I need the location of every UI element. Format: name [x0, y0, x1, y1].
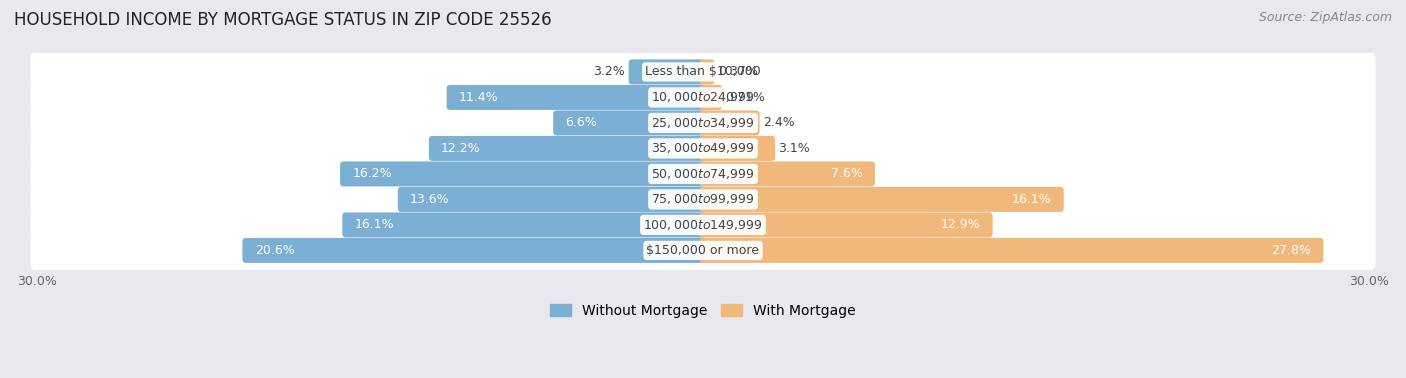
Text: $25,000 to $34,999: $25,000 to $34,999: [651, 116, 755, 130]
FancyBboxPatch shape: [700, 85, 723, 110]
Text: $35,000 to $49,999: $35,000 to $49,999: [651, 141, 755, 155]
Text: 0.71%: 0.71%: [725, 91, 765, 104]
Text: Less than $10,000: Less than $10,000: [645, 65, 761, 78]
Text: 7.6%: 7.6%: [831, 167, 863, 180]
FancyBboxPatch shape: [700, 59, 714, 84]
FancyBboxPatch shape: [553, 110, 706, 135]
FancyBboxPatch shape: [700, 187, 1064, 212]
FancyBboxPatch shape: [31, 230, 1375, 271]
FancyBboxPatch shape: [31, 128, 1375, 169]
FancyBboxPatch shape: [31, 179, 1375, 220]
Text: 27.8%: 27.8%: [1271, 244, 1312, 257]
FancyBboxPatch shape: [700, 238, 1323, 263]
FancyBboxPatch shape: [700, 212, 993, 237]
FancyBboxPatch shape: [31, 77, 1375, 118]
FancyBboxPatch shape: [700, 161, 875, 186]
Text: 2.4%: 2.4%: [763, 116, 794, 129]
Text: 13.6%: 13.6%: [411, 193, 450, 206]
Text: $150,000 or more: $150,000 or more: [647, 244, 759, 257]
Text: 6.6%: 6.6%: [565, 116, 598, 129]
FancyBboxPatch shape: [700, 136, 775, 161]
Text: Source: ZipAtlas.com: Source: ZipAtlas.com: [1258, 11, 1392, 24]
FancyBboxPatch shape: [31, 153, 1375, 194]
Text: 20.6%: 20.6%: [254, 244, 294, 257]
FancyBboxPatch shape: [342, 212, 706, 237]
FancyBboxPatch shape: [628, 59, 706, 84]
Text: 3.1%: 3.1%: [779, 142, 810, 155]
FancyBboxPatch shape: [31, 204, 1375, 245]
Text: $10,000 to $24,999: $10,000 to $24,999: [651, 90, 755, 104]
Text: 3.2%: 3.2%: [593, 65, 626, 78]
FancyBboxPatch shape: [700, 110, 759, 135]
Text: 12.2%: 12.2%: [441, 142, 481, 155]
Legend: Without Mortgage, With Mortgage: Without Mortgage, With Mortgage: [544, 298, 862, 323]
Text: 11.4%: 11.4%: [458, 91, 499, 104]
Text: 0.37%: 0.37%: [718, 65, 758, 78]
Text: $50,000 to $74,999: $50,000 to $74,999: [651, 167, 755, 181]
Text: 16.1%: 16.1%: [1012, 193, 1052, 206]
FancyBboxPatch shape: [31, 51, 1375, 92]
FancyBboxPatch shape: [340, 161, 706, 186]
Text: HOUSEHOLD INCOME BY MORTGAGE STATUS IN ZIP CODE 25526: HOUSEHOLD INCOME BY MORTGAGE STATUS IN Z…: [14, 11, 551, 29]
FancyBboxPatch shape: [242, 238, 706, 263]
FancyBboxPatch shape: [398, 187, 706, 212]
Text: 12.9%: 12.9%: [941, 218, 980, 231]
Text: 16.1%: 16.1%: [354, 218, 394, 231]
FancyBboxPatch shape: [429, 136, 706, 161]
Text: 16.2%: 16.2%: [353, 167, 392, 180]
FancyBboxPatch shape: [31, 102, 1375, 143]
FancyBboxPatch shape: [447, 85, 706, 110]
Text: $100,000 to $149,999: $100,000 to $149,999: [644, 218, 762, 232]
Text: $75,000 to $99,999: $75,000 to $99,999: [651, 192, 755, 206]
